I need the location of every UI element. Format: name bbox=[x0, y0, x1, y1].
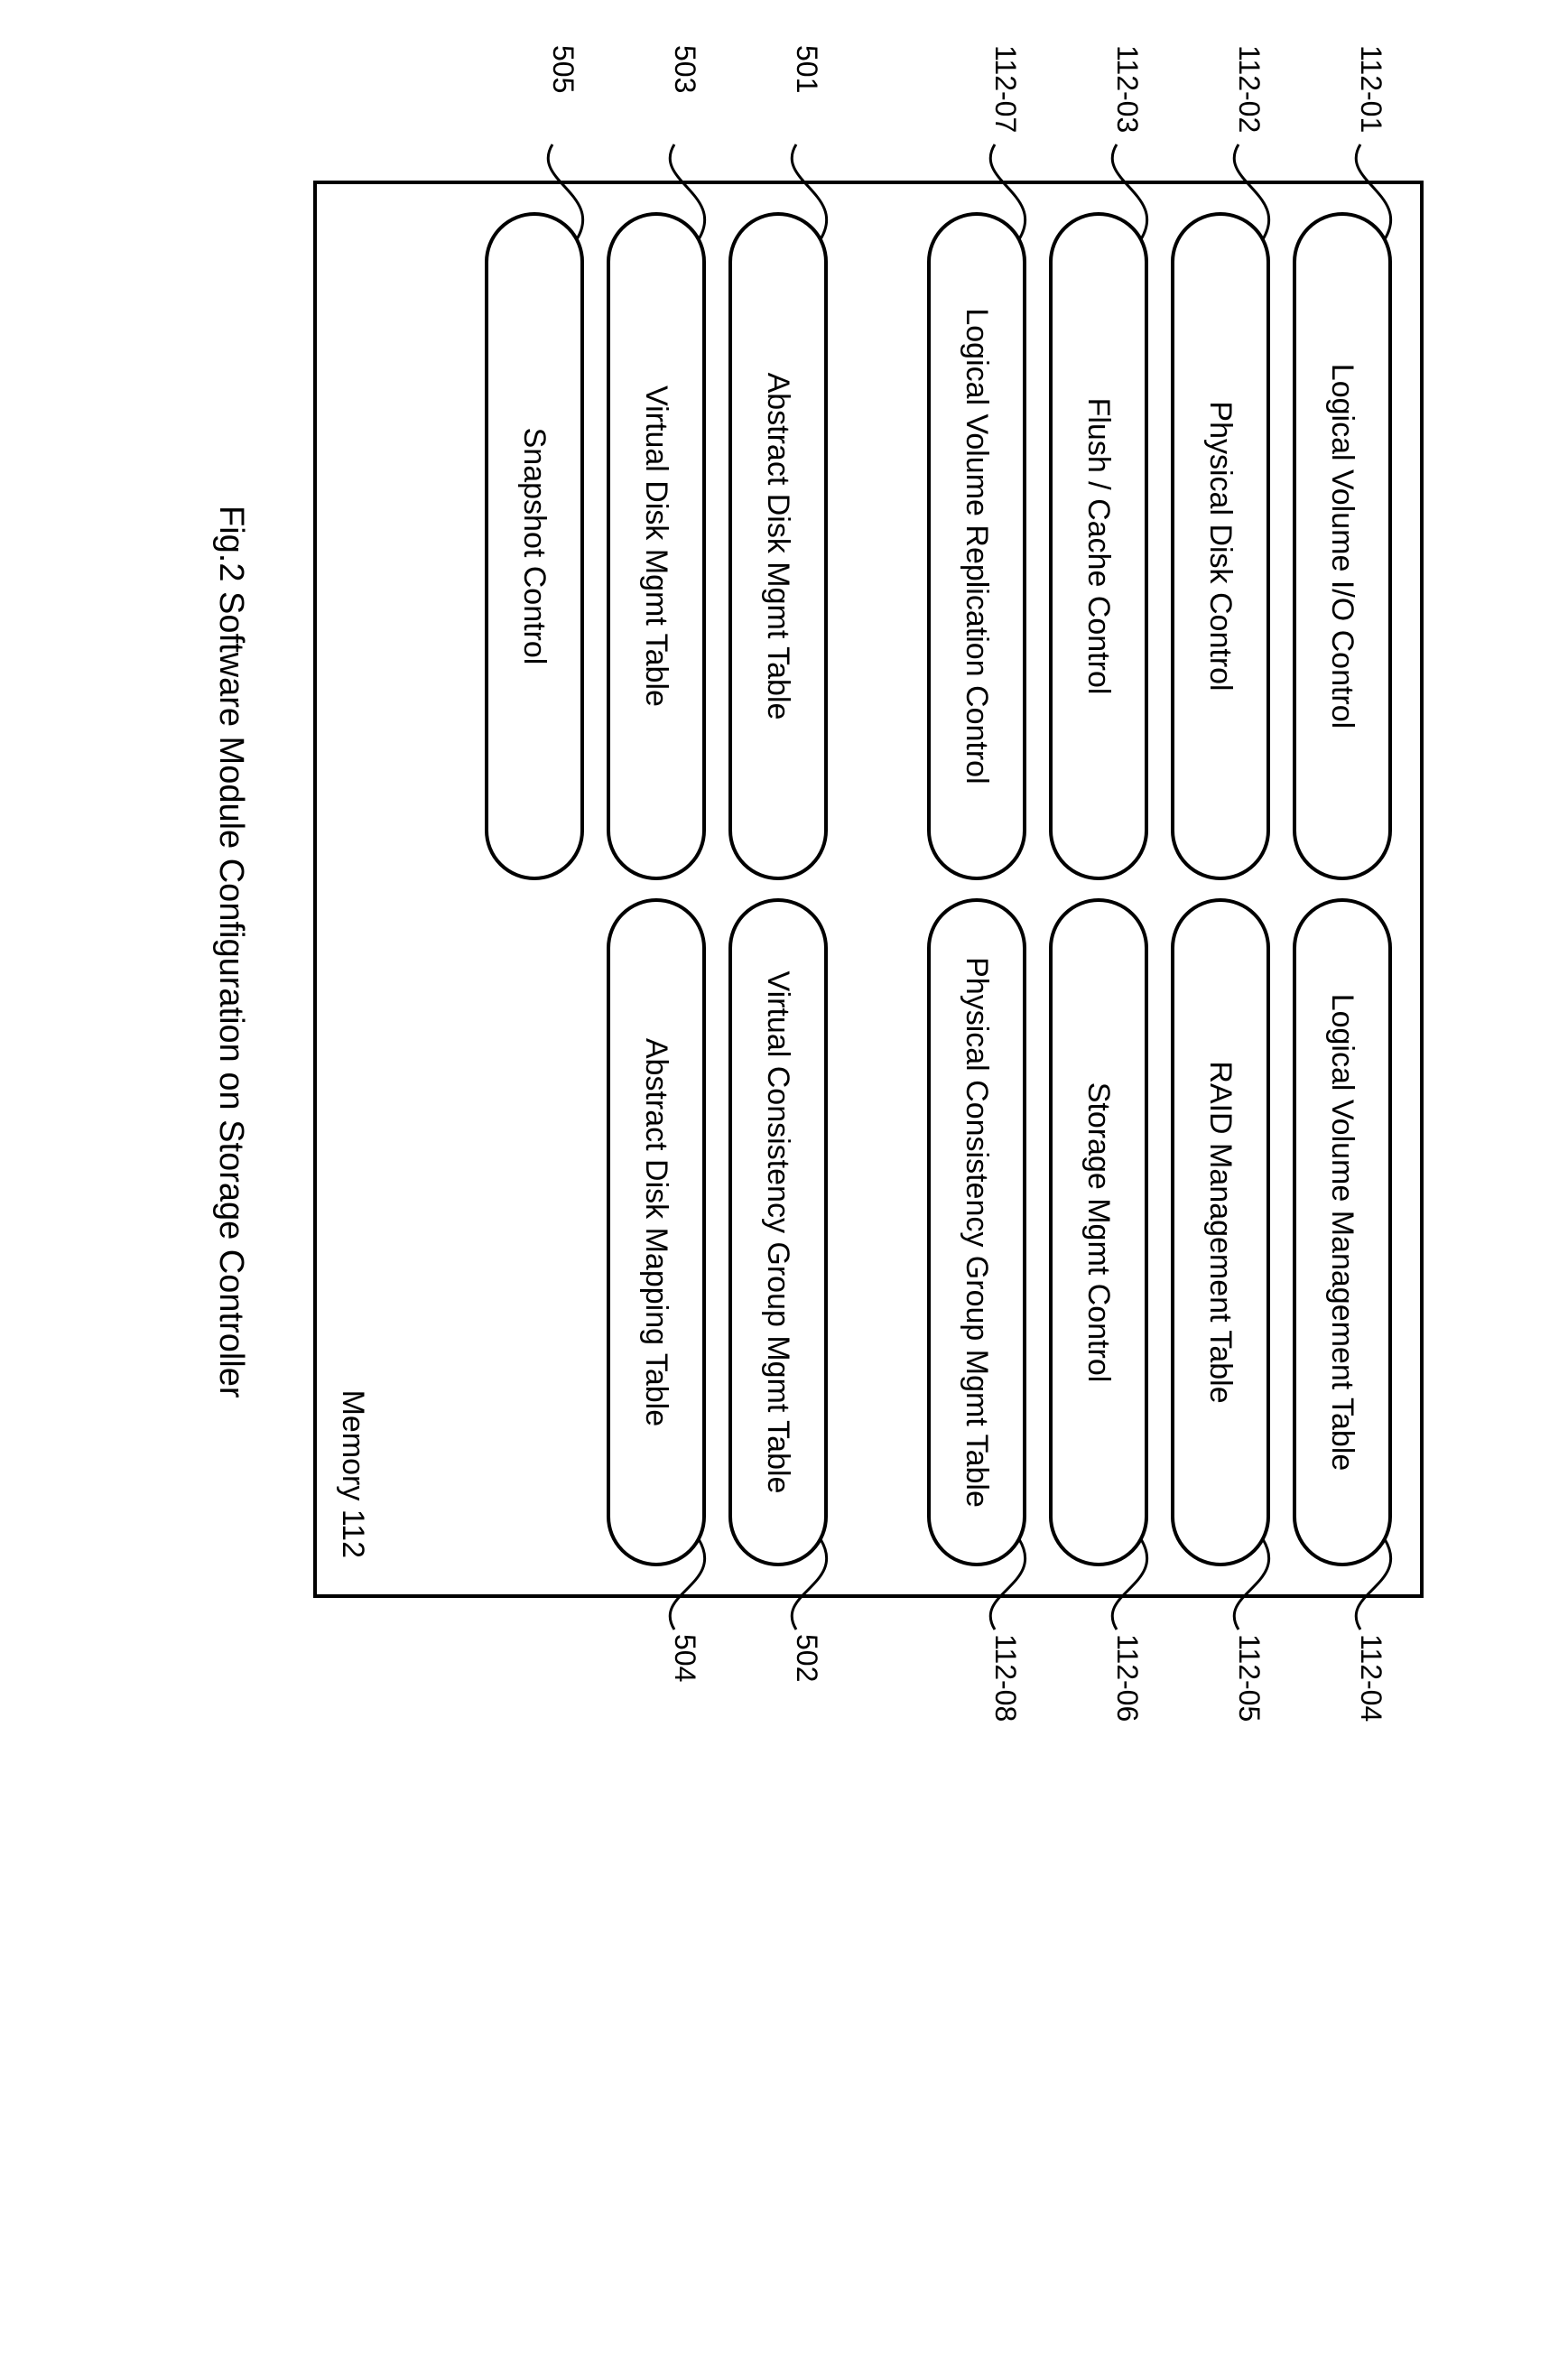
ref-label-505: 505 bbox=[546, 45, 580, 93]
figure-caption: Fig.2 Software Module Configuration on S… bbox=[211, 506, 250, 1398]
ref-label-501: 501 bbox=[790, 45, 823, 93]
ref-label-112-02: 112-02 bbox=[1232, 45, 1266, 133]
ref-label-503: 503 bbox=[668, 45, 701, 93]
ref-label-504: 504 bbox=[668, 1634, 701, 1682]
module-pill-112-03: Flush / Cache Control bbox=[1049, 212, 1148, 880]
ref-label-112-06: 112-06 bbox=[1110, 1634, 1144, 1722]
module-pill-112-08: Physical Consistency Group Mgmt Table bbox=[927, 898, 1026, 1566]
ref-label-112-07: 112-07 bbox=[988, 45, 1022, 133]
module-pill-503: Virtual Disk Mgmt Table bbox=[607, 212, 706, 880]
module-pill-112-02: Physical Disk Control bbox=[1171, 212, 1270, 880]
module-pill-501: Abstract Disk Mgmt Table bbox=[728, 212, 828, 880]
ref-label-112-05: 112-05 bbox=[1232, 1634, 1266, 1722]
module-pill-112-01: Logical Volume I/O Control bbox=[1293, 212, 1392, 880]
module-pill-112-05: RAID Management Table bbox=[1171, 898, 1270, 1566]
ref-label-112-01: 112-01 bbox=[1354, 45, 1387, 133]
module-pill-505: Snapshot Control bbox=[485, 212, 584, 880]
module-pill-112-04: Logical Volume Management Table bbox=[1293, 898, 1392, 1566]
module-pill-502: Virtual Consistency Group Mgmt Table bbox=[728, 898, 828, 1566]
ref-label-112-08: 112-08 bbox=[988, 1634, 1022, 1722]
ref-label-112-04: 112-04 bbox=[1354, 1634, 1387, 1722]
module-pill-112-07: Logical Volume Replication Control bbox=[927, 212, 1026, 880]
module-pill-504: Abstract Disk Mapping Table bbox=[607, 898, 706, 1566]
module-pill-112-06: Storage Mgmt Control bbox=[1049, 898, 1148, 1566]
ref-label-112-03: 112-03 bbox=[1110, 45, 1144, 133]
diagram-page: Memory 112 Logical Volume I/O Control112… bbox=[36, 36, 1532, 2332]
ref-label-502: 502 bbox=[790, 1634, 823, 1682]
